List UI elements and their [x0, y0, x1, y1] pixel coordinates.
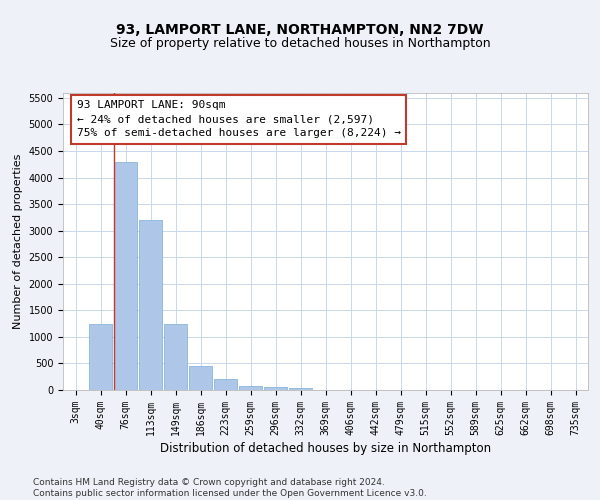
Text: 93, LAMPORT LANE, NORTHAMPTON, NN2 7DW: 93, LAMPORT LANE, NORTHAMPTON, NN2 7DW [116, 22, 484, 36]
Text: Size of property relative to detached houses in Northampton: Size of property relative to detached ho… [110, 38, 490, 51]
Bar [164, 324, 187, 390]
Text: 93 LAMPORT LANE: 90sqm
← 24% of detached houses are smaller (2,597)
75% of semi-: 93 LAMPORT LANE: 90sqm ← 24% of detached… [77, 100, 401, 138]
Y-axis label: Number of detached properties: Number of detached properties [13, 154, 23, 329]
Bar [139, 220, 162, 390]
X-axis label: Distribution of detached houses by size in Northampton: Distribution of detached houses by size … [160, 442, 491, 455]
Text: Contains HM Land Registry data © Crown copyright and database right 2024.
Contai: Contains HM Land Registry data © Crown c… [33, 478, 427, 498]
Bar [89, 324, 112, 390]
Bar [239, 386, 262, 390]
Bar [114, 162, 137, 390]
Bar [189, 366, 212, 390]
Bar [264, 387, 287, 390]
Bar [214, 380, 237, 390]
Bar [289, 388, 312, 390]
